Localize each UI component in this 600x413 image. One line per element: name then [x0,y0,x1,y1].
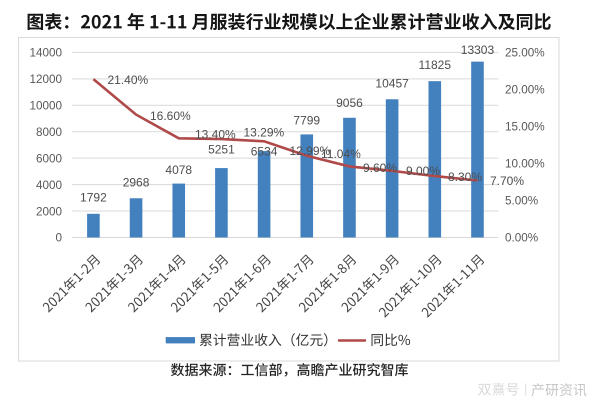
svg-text:7799: 7799 [293,114,320,128]
svg-text:13303: 13303 [461,43,495,57]
svg-text:15.00%: 15.00% [505,121,545,134]
svg-text:|: | [524,381,527,396]
svg-text:2000: 2000 [36,205,63,218]
svg-text:9.60%: 9.60% [363,161,397,175]
svg-text:10.00%: 10.00% [505,158,545,171]
svg-text:5251: 5251 [208,143,235,157]
svg-text:14000: 14000 [29,47,62,60]
svg-text:10000: 10000 [29,100,62,113]
svg-text:8000: 8000 [36,126,63,139]
svg-text:9.00%: 9.00% [406,164,440,178]
svg-text:5.00%: 5.00% [505,195,538,208]
svg-text:13.29%: 13.29% [244,126,285,140]
svg-text:1792: 1792 [80,191,107,205]
svg-text:4000: 4000 [36,179,63,192]
svg-text:2968: 2968 [123,175,150,189]
svg-text:6534: 6534 [251,145,278,159]
svg-text:7.70%: 7.70% [490,174,524,188]
svg-text:4078: 4078 [165,163,192,177]
svg-text:6000: 6000 [36,152,63,165]
svg-text:9056: 9056 [336,96,363,110]
svg-text:25.00%: 25.00% [505,47,545,60]
svg-text:21.40%: 21.40% [108,73,149,87]
svg-text:10457: 10457 [375,76,409,90]
svg-text:16.60%: 16.60% [150,109,191,123]
svg-text:0.00%: 0.00% [505,232,538,245]
svg-text:11.04%: 11.04% [321,147,361,161]
svg-text:8.30%: 8.30% [448,170,482,184]
svg-text:0: 0 [55,232,62,245]
svg-text:12000: 12000 [29,73,62,86]
svg-text:13.40%: 13.40% [195,128,236,142]
svg-text:12.99%: 12.99% [290,144,331,158]
svg-text:11825: 11825 [419,58,452,72]
svg-text:20.00%: 20.00% [505,84,545,97]
